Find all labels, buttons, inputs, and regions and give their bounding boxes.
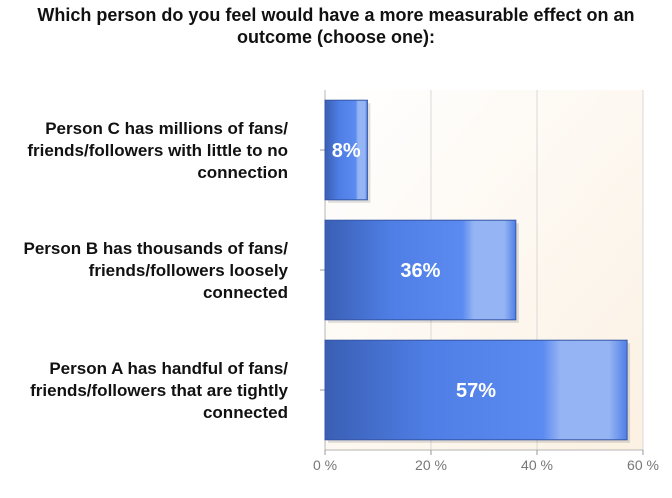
category-label-0-line-2: connection (197, 163, 288, 182)
category-label-2-line-1: friends/followers that are tightly (30, 381, 288, 400)
x-tick-label-1: 20 % (415, 457, 447, 473)
data-label-2: 57% (456, 380, 496, 402)
x-tick-label-2: 40 % (521, 457, 553, 473)
x-tick-label-3: 60 % (627, 457, 659, 473)
bar-0 (324, 99, 368, 201)
chart-title: Which person do you feel would have a mo… (0, 4, 672, 48)
category-label-2-line-0: Person A has handful of fans/ (49, 359, 288, 378)
category-label-0: Person C has millions of fans/friends/fo… (27, 119, 288, 182)
category-label-2: Person A has handful of fans/friends/fol… (30, 359, 288, 422)
chart-title-line-2: outcome (choose one): (236, 27, 435, 47)
category-label-2-line-2: connected (203, 403, 288, 422)
category-label-1-line-2: connected (203, 283, 288, 302)
category-label-0-line-0: Person C has millions of fans/ (45, 119, 288, 138)
category-label-0-line-1: friends/followers with little to no (27, 141, 288, 160)
bar-2 (324, 339, 628, 441)
category-label-1: Person B has thousands of fans/friends/f… (24, 239, 289, 302)
data-label-0: 8% (332, 140, 361, 162)
chart-title-line-1: Which person do you feel would have a mo… (37, 5, 635, 25)
x-tick-label-0: 0 % (313, 457, 337, 473)
data-label-1: 36% (400, 260, 440, 282)
category-label-1-line-0: Person B has thousands of fans/ (24, 239, 289, 258)
bar-1 (324, 219, 517, 321)
category-label-1-line-1: friends/followers loosely (89, 261, 289, 280)
